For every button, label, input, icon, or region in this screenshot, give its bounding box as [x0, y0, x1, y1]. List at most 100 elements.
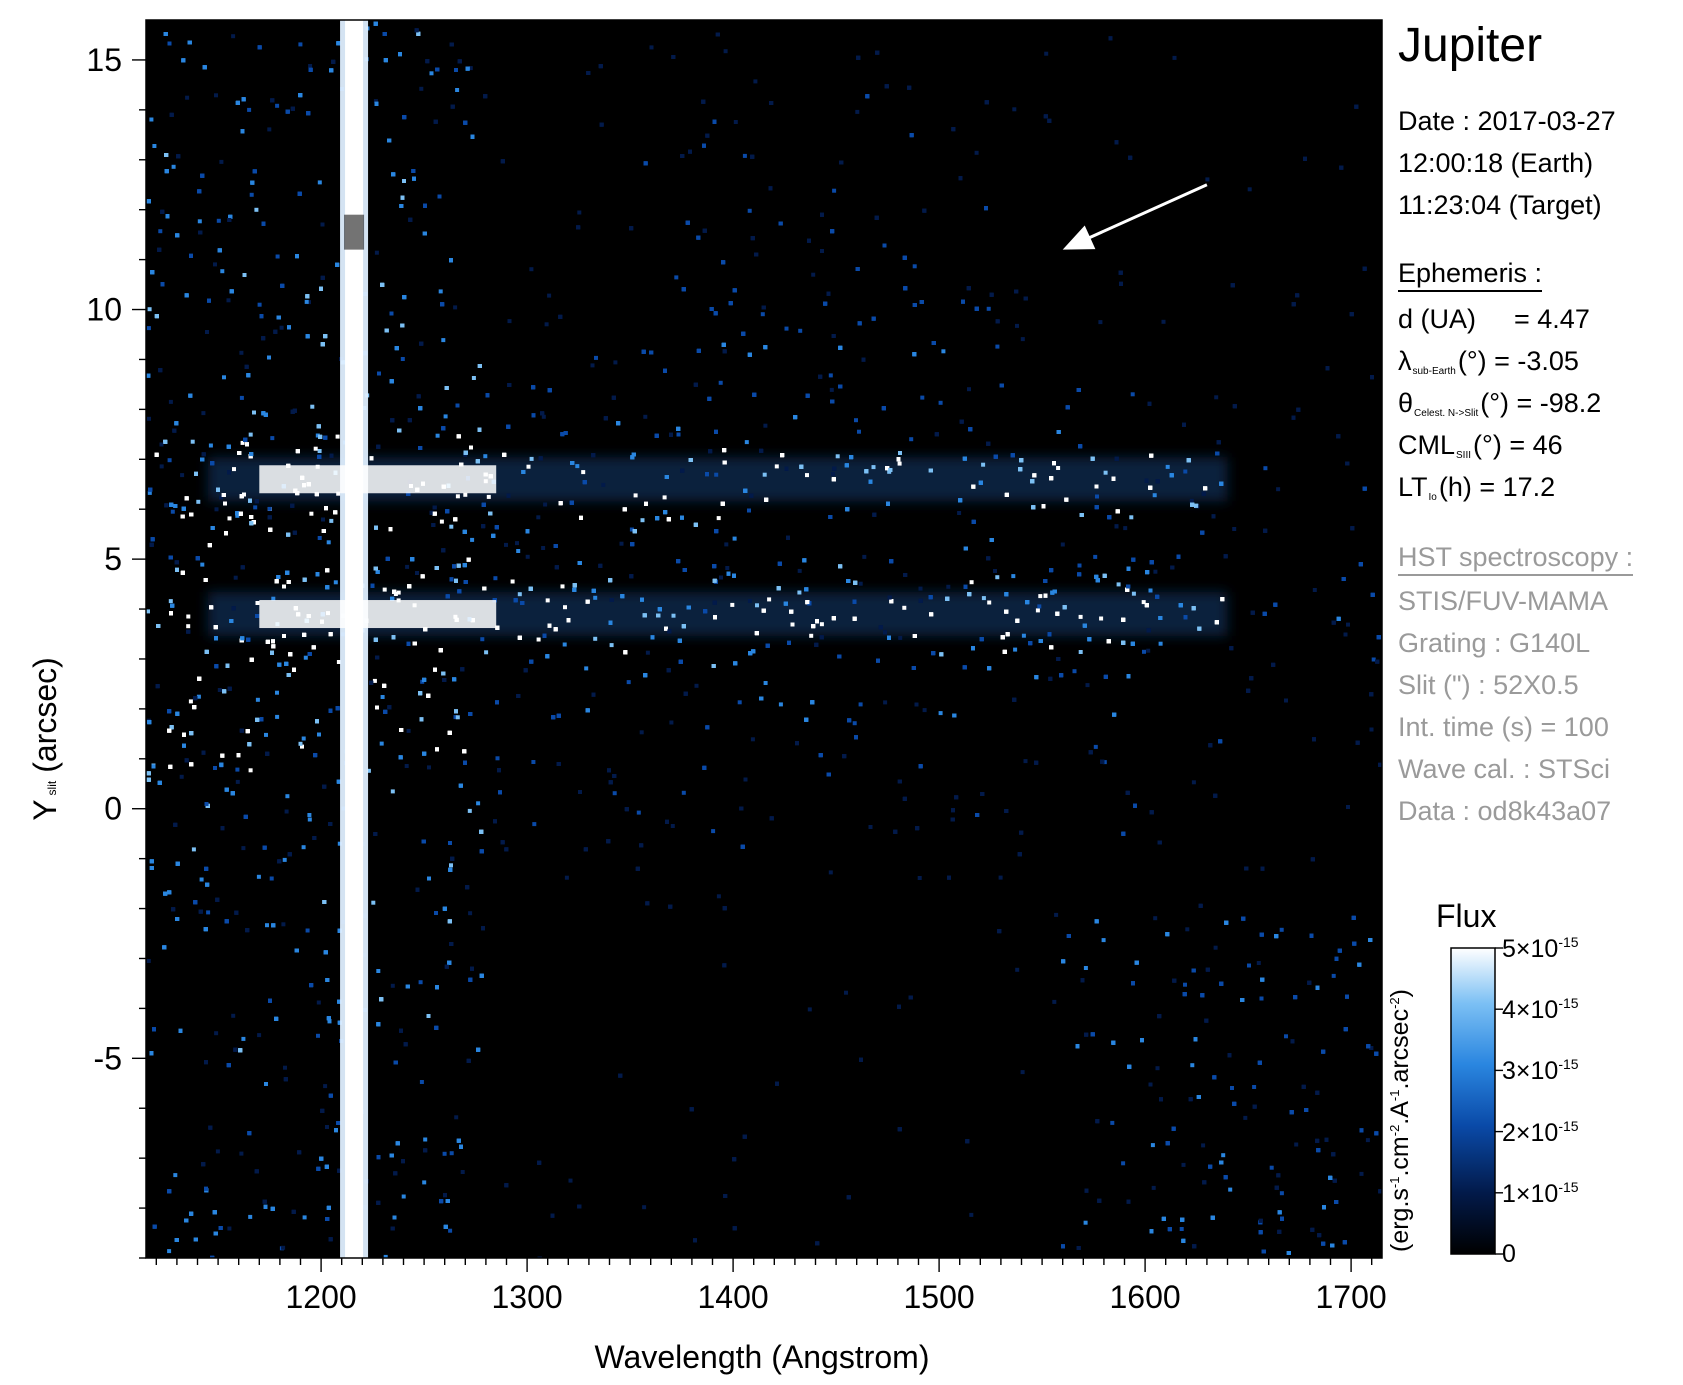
heat-pixel	[767, 597, 772, 602]
heat-pixel	[441, 338, 446, 343]
heat-pixel	[298, 42, 303, 47]
heat-pixel	[986, 306, 991, 311]
heat-pixel	[493, 576, 498, 581]
heat-pixel	[1078, 614, 1083, 619]
heat-pixel	[1284, 1034, 1288, 1039]
heat-pixel	[1023, 759, 1028, 764]
heat-pixel	[564, 875, 569, 880]
heat-pixel	[208, 443, 213, 448]
heat-pixel	[186, 624, 191, 629]
heat-pixel	[733, 120, 738, 124]
heat-pixel	[883, 700, 888, 705]
heat-pixel	[336, 491, 341, 496]
heat-pixel	[998, 875, 1003, 880]
heat-pixel	[469, 445, 473, 450]
heat-pixel	[271, 596, 276, 601]
heat-pixel	[427, 876, 431, 881]
heat-pixel	[149, 117, 154, 122]
heat-pixel	[463, 492, 468, 497]
heat-pixel	[744, 440, 749, 445]
heat-pixel	[214, 1031, 219, 1036]
heat-pixel	[543, 502, 548, 507]
heat-pixel	[1247, 187, 1252, 192]
heat-pixel	[504, 542, 508, 547]
heat-pixel	[747, 599, 752, 603]
heat-pixel	[449, 863, 453, 868]
heat-pixel	[1060, 542, 1065, 547]
heat-pixel	[737, 700, 742, 705]
heat-pixel	[383, 1254, 388, 1258]
heat-pixel	[902, 605, 907, 610]
heat-pixel	[639, 730, 644, 735]
heat-pixel	[609, 643, 614, 648]
heat-pixel	[798, 328, 803, 333]
heat-pixel	[483, 454, 488, 459]
heat-pixel	[301, 845, 306, 850]
heat-pixel	[1151, 1185, 1156, 1190]
heat-pixel	[307, 817, 312, 822]
heat-pixel	[517, 592, 522, 597]
heat-pixel	[282, 857, 287, 862]
heat-pixel	[309, 511, 314, 516]
heat-pixel	[371, 900, 376, 905]
heat-pixel	[662, 495, 667, 500]
heat-pixel	[898, 635, 903, 640]
heat-pixel	[562, 642, 567, 647]
heat-pixel	[375, 705, 379, 710]
heat-pixel	[275, 690, 279, 695]
heat-pixel	[170, 509, 175, 514]
heat-pixel	[1161, 319, 1166, 324]
heat-pixel	[1103, 470, 1108, 475]
heat-pixel	[197, 219, 202, 224]
heat-pixel	[1083, 966, 1088, 970]
heat-pixel	[969, 580, 974, 585]
heat-pixel	[227, 1226, 232, 1231]
heat-pixel	[180, 473, 185, 478]
heat-pixel	[676, 432, 681, 437]
heat-pixel	[797, 590, 802, 595]
heat-pixel	[285, 794, 290, 799]
heat-pixel	[317, 449, 322, 453]
heat-pixel	[248, 768, 253, 773]
heat-pixel	[305, 928, 310, 933]
heat-pixel	[307, 813, 312, 817]
heat-pixel	[337, 841, 342, 846]
heat-pixel	[1172, 55, 1177, 60]
heat-pixel	[316, 1033, 320, 1038]
heat-pixel	[643, 414, 648, 419]
heat-pixel	[1269, 1165, 1274, 1170]
heat-pixel	[480, 637, 485, 642]
heat-pixel	[584, 666, 589, 671]
heat-pixel	[275, 254, 280, 259]
heat-pixel	[724, 542, 729, 547]
heat-pixel	[529, 456, 534, 461]
heat-pixel	[858, 702, 863, 707]
heat-pixel	[828, 870, 833, 875]
heat-pixel	[601, 482, 606, 487]
heat-pixel	[379, 741, 384, 746]
heat-pixel	[593, 595, 598, 600]
heat-pixel	[1044, 51, 1049, 56]
heat-pixel	[995, 575, 1000, 580]
heat-pixel	[232, 467, 236, 472]
heat-pixel	[264, 732, 268, 737]
heat-pixel	[1038, 594, 1043, 599]
heat-pixel	[179, 774, 184, 779]
heat-pixel	[373, 99, 378, 104]
heat-pixel	[1078, 650, 1083, 654]
heat-pixel	[1312, 588, 1317, 592]
heat-pixel	[1181, 1162, 1186, 1167]
heat-pixel	[1095, 494, 1099, 499]
heat-pixel	[240, 440, 245, 445]
heat-pixel	[723, 49, 728, 54]
heat-pixel	[1276, 487, 1281, 492]
heat-pixel	[366, 768, 371, 773]
heat-pixel	[158, 229, 163, 234]
heat-pixel	[1102, 760, 1107, 765]
heat-pixel	[406, 728, 411, 733]
heat-pixel	[282, 584, 286, 589]
heat-pixel	[922, 708, 927, 713]
heat-pixel	[515, 541, 519, 546]
heat-pixel	[317, 536, 322, 540]
